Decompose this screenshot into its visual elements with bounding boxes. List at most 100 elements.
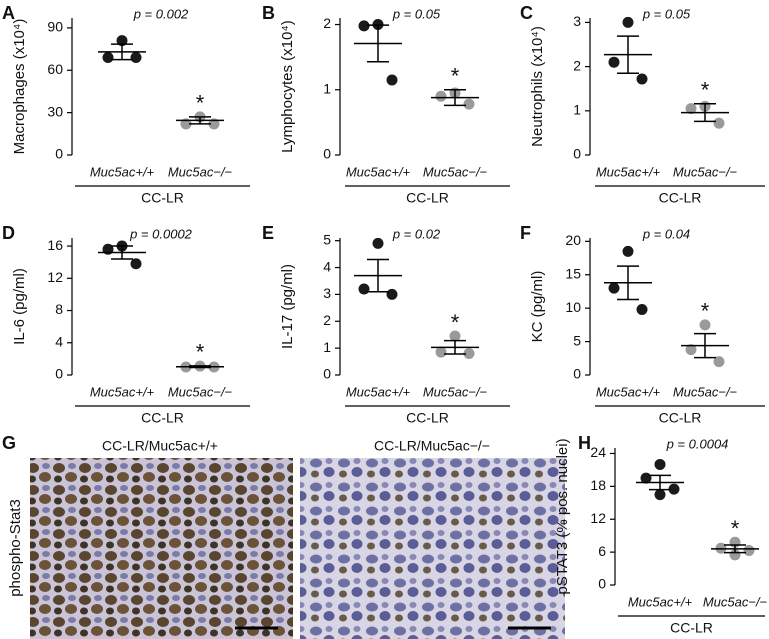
panel-letter: E	[262, 223, 274, 243]
y-tick-label: 3	[573, 13, 581, 29]
asterisk: *	[701, 78, 710, 103]
p-value: p = 0.02	[392, 226, 441, 241]
data-point	[608, 282, 620, 294]
micrograph	[300, 458, 565, 639]
y-tick-label: 20	[565, 232, 581, 248]
y-tick-label: 12	[590, 510, 606, 526]
y-tick-label: 5	[573, 332, 581, 348]
p-value: p = 0.0002	[129, 226, 193, 241]
y-tick-label: 0	[323, 146, 331, 162]
category-label: Muc5ac−/−	[673, 164, 738, 179]
category-label: Muc5ac+/+	[346, 164, 411, 179]
y-tick-label: 1	[573, 102, 581, 118]
panel-letter: C	[520, 3, 533, 23]
y-tick-label: 24	[590, 444, 606, 460]
y-tick-label: 30	[47, 103, 63, 119]
data-point	[622, 16, 634, 28]
y-tick-label: 10	[565, 299, 581, 315]
y-tick-label: 3	[323, 285, 331, 301]
data-point	[743, 544, 755, 556]
data-point	[386, 288, 398, 300]
y-tick-label: 2	[573, 57, 581, 73]
data-point	[208, 118, 220, 130]
data-point	[699, 319, 711, 331]
data-point	[685, 344, 697, 356]
data-point	[130, 52, 142, 64]
group-label: CC-LR	[406, 190, 449, 206]
y-axis-label: KC (pg/ml)	[529, 271, 546, 343]
data-point	[102, 52, 114, 64]
data-point	[608, 56, 620, 68]
data-point	[449, 330, 461, 342]
category-label: Muc5ac+/+	[90, 384, 155, 399]
data-point	[654, 458, 666, 470]
y-tick-label: 4	[55, 333, 63, 349]
data-point	[636, 304, 648, 316]
asterisk: *	[196, 340, 205, 365]
data-point	[386, 74, 398, 86]
data-point	[435, 346, 447, 358]
y-tick-label: 4	[323, 258, 331, 274]
panel-letter: F	[520, 223, 531, 243]
y-tick-label: 1	[323, 339, 331, 355]
asterisk: *	[196, 91, 205, 116]
category-label: Muc5ac+/+	[90, 164, 155, 179]
panel-letter: H	[578, 433, 591, 453]
p-value: p = 0.05	[392, 6, 441, 21]
data-point	[668, 483, 680, 495]
data-point	[636, 73, 648, 85]
y-tick-label: 0	[573, 366, 581, 382]
asterisk: *	[701, 299, 710, 324]
y-axis-label: pSTAT3 (% pos. nuclei)	[554, 438, 571, 594]
y-tick-label: 0	[323, 366, 331, 382]
data-point	[180, 118, 192, 130]
y-tick-label: 16	[47, 237, 63, 253]
y-tick-label: 0	[55, 146, 63, 162]
category-label: Muc5ac−/−	[168, 164, 233, 179]
group-label: CC-LR	[659, 190, 702, 206]
y-tick-label: 5	[323, 231, 331, 247]
p-value: p = 0.0004	[666, 436, 729, 451]
data-point	[713, 117, 725, 129]
y-tick-label: 0	[55, 366, 63, 382]
panel-letter: G	[2, 433, 16, 453]
asterisk: *	[451, 64, 460, 89]
data-point	[358, 20, 370, 32]
data-point	[358, 283, 370, 295]
group-label: CC-LR	[141, 190, 184, 206]
asterisk: *	[731, 516, 740, 541]
y-axis-label: IL-6 (pg/ml)	[11, 268, 28, 345]
group-label: CC-LR	[141, 410, 184, 426]
y-tick-label: 0	[573, 146, 581, 162]
category-label: Muc5ac+/+	[346, 384, 411, 399]
data-point	[713, 356, 725, 368]
category-label: Muc5ac−/−	[703, 594, 768, 609]
data-point	[463, 98, 475, 110]
y-tick-label: 90	[47, 19, 63, 35]
data-point	[435, 90, 447, 102]
group-label: CC-LR	[659, 410, 702, 426]
y-tick-label: 18	[590, 477, 606, 493]
category-label: Muc5ac+/+	[596, 164, 661, 179]
data-point	[640, 472, 652, 484]
asterisk: *	[451, 310, 460, 335]
y-tick-label: 6	[598, 543, 606, 559]
data-point	[622, 245, 634, 257]
y-tick-label: 2	[323, 15, 331, 31]
data-point	[654, 489, 666, 501]
panel-letter: B	[262, 3, 275, 23]
data-point	[372, 237, 384, 249]
image-title: CC-LR/Muc5ac−/−	[374, 438, 490, 454]
data-point	[685, 103, 697, 115]
y-tick-label: 2	[323, 312, 331, 328]
micrograph	[30, 458, 293, 639]
data-point	[116, 35, 128, 47]
category-label: Muc5ac+/+	[628, 594, 693, 609]
panel-letter: A	[2, 3, 15, 23]
image-title: CC-LR/Muc5ac+/+	[102, 438, 218, 454]
y-tick-label: 0	[598, 576, 606, 592]
y-axis-label: Neutrophils (x10⁴)	[529, 26, 546, 147]
data-point	[463, 348, 475, 360]
y-tick-label: 8	[55, 301, 63, 317]
